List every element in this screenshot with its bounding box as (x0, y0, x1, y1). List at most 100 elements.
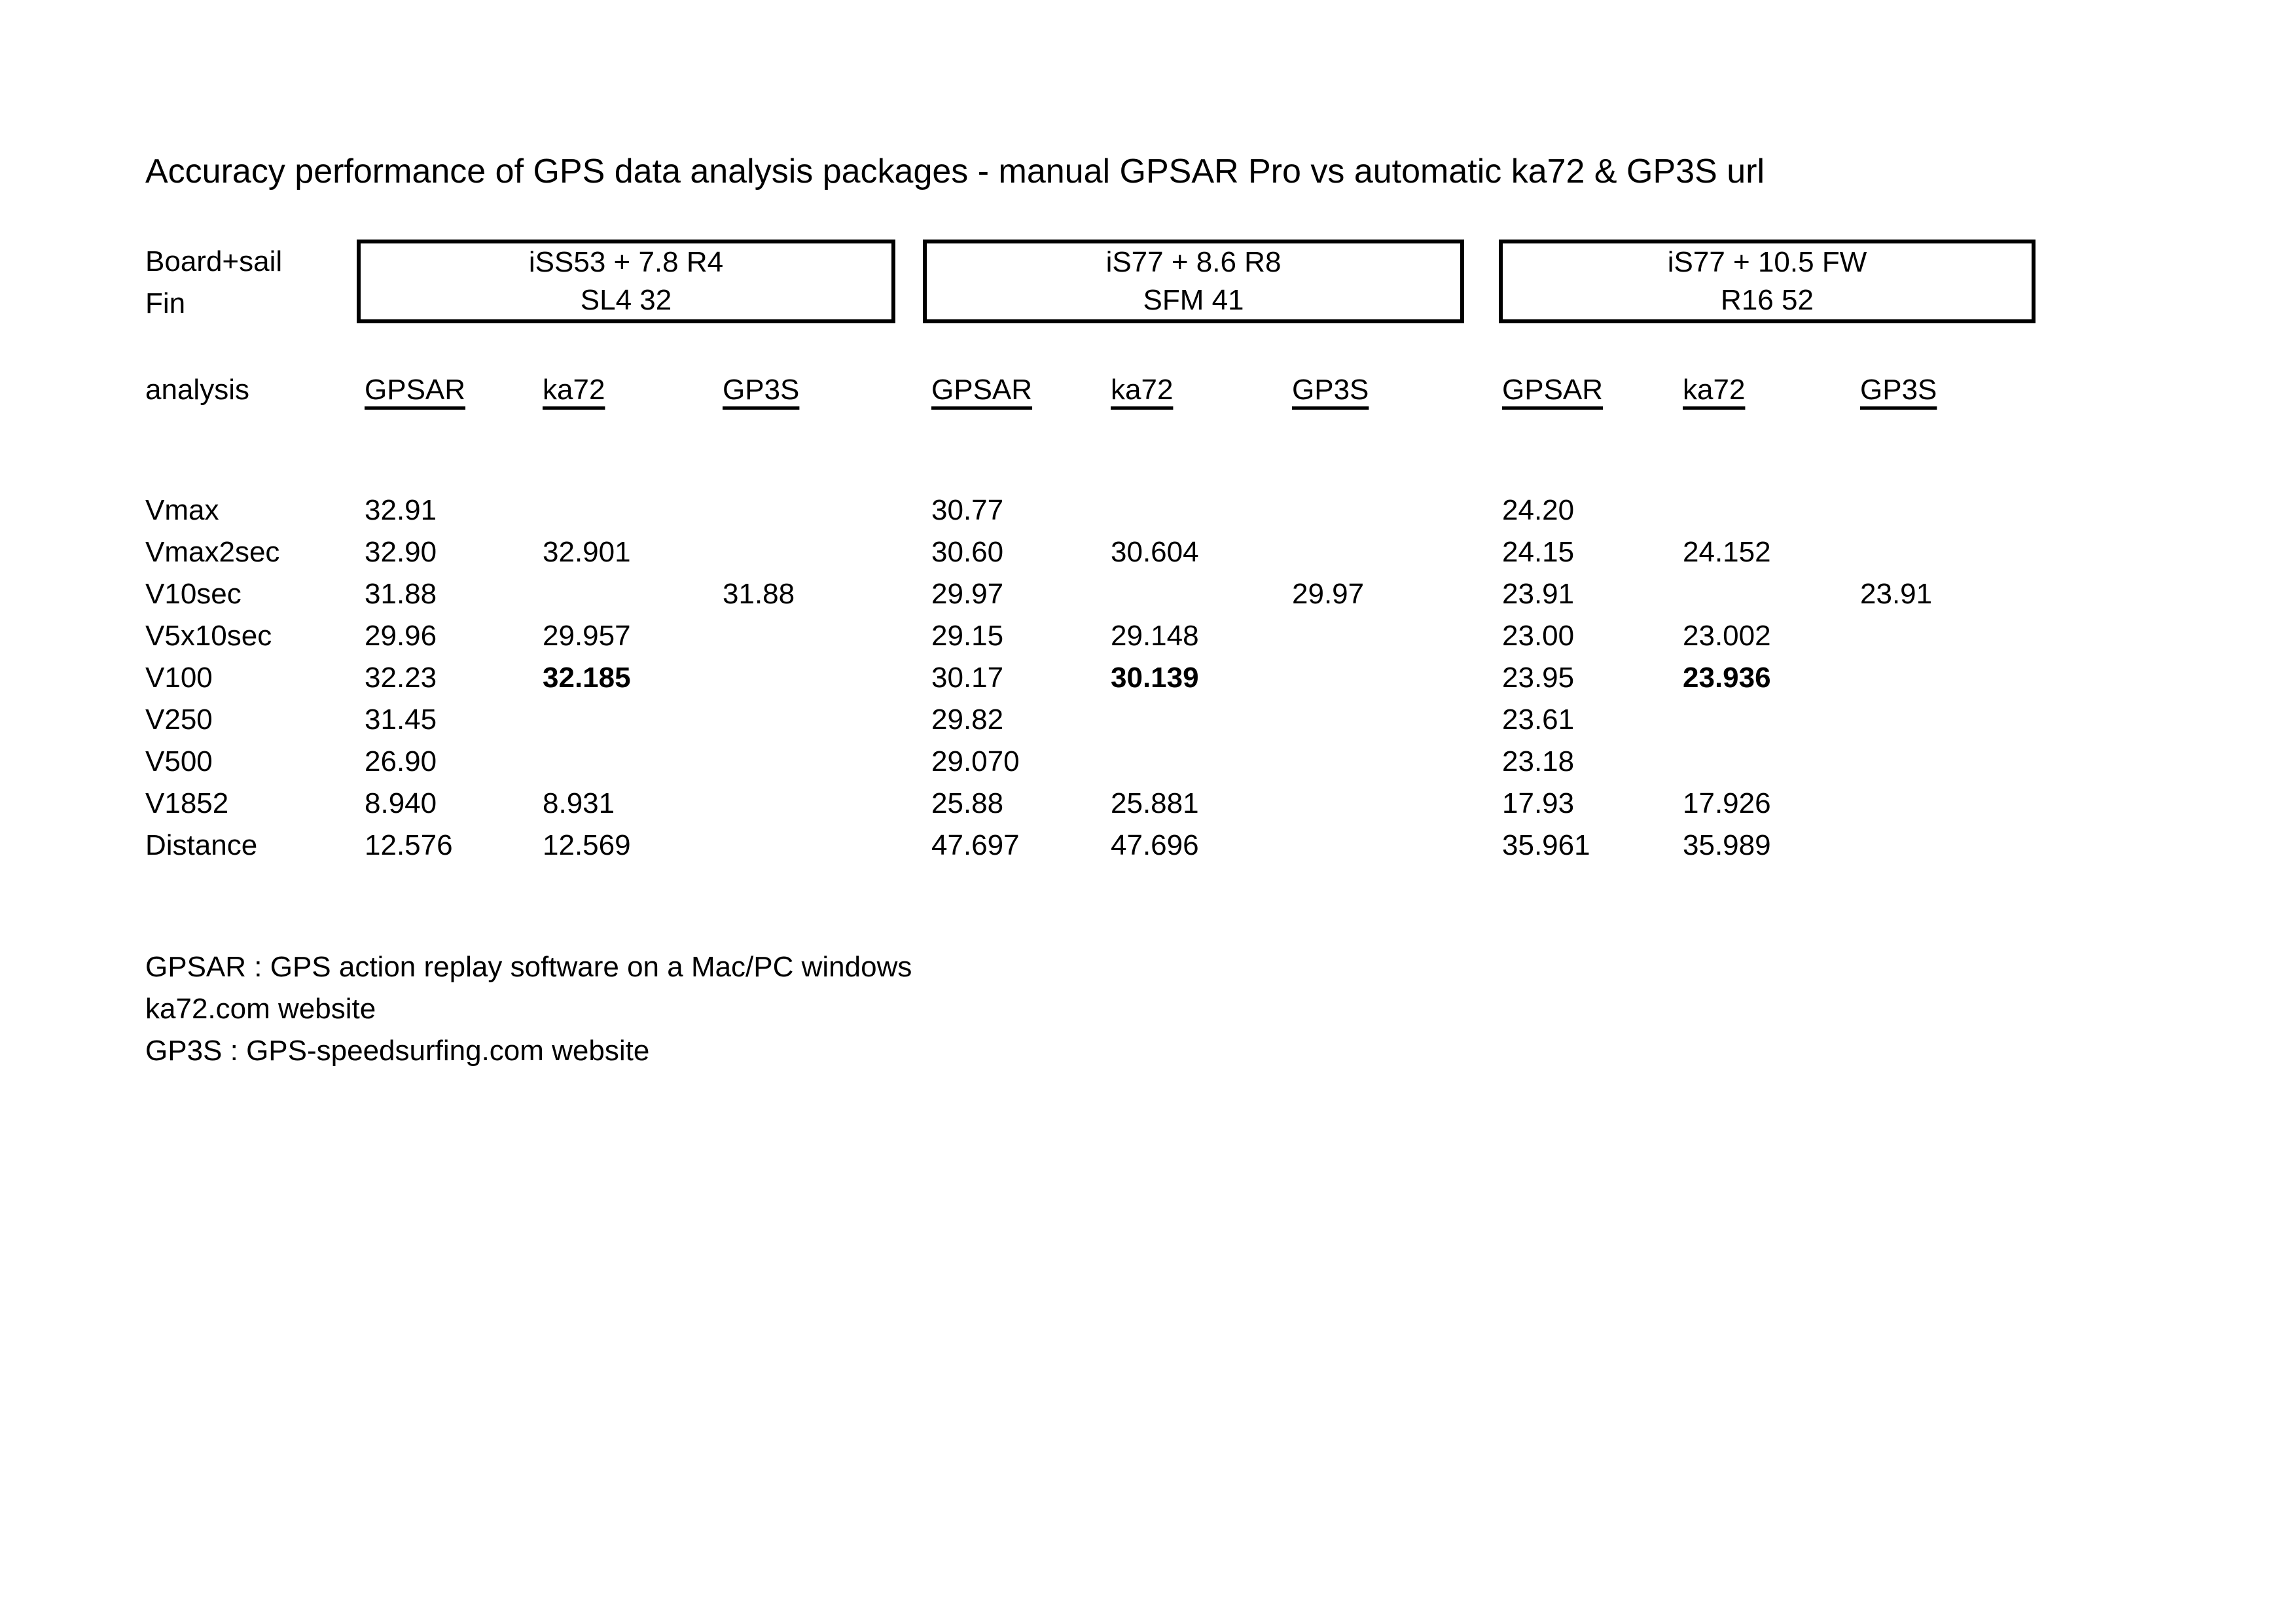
value-cell: 12.576 (365, 829, 453, 861)
table-row: Vmax2sec 32.90 32.901 30.60 30.604 24.15 24.15… (145, 531, 2030, 573)
value-cell (1292, 657, 1502, 699)
value-cell: 12.569 (543, 829, 631, 861)
value-cell: 24.152 (1683, 536, 1771, 568)
value-cell: 31.88 (365, 578, 437, 610)
value-cell: 23.002 (1683, 620, 1771, 652)
value-cell: 23.00 (1502, 620, 1575, 652)
value-cell: 30.139 (1111, 662, 1199, 694)
value-cell (1860, 657, 2030, 699)
value-cell (543, 741, 723, 783)
value-cell (1292, 741, 1502, 783)
value-cell (723, 741, 931, 783)
value-cell (723, 531, 931, 573)
value-cell (1860, 699, 2030, 741)
row-label: V100 (145, 662, 213, 694)
value-cell: 17.93 (1502, 787, 1575, 819)
footnote-gp3s: GP3S : GPS-speedsurfing.com website (145, 1035, 650, 1067)
rig-box-2: iS77 + 8.6 R8 SFM 41 (923, 240, 1464, 323)
rig-2-fin: SFM 41 (1143, 284, 1244, 316)
value-cell: 47.696 (1111, 829, 1199, 861)
value-cell (1683, 573, 1860, 615)
value-cell: 29.148 (1111, 620, 1199, 652)
rig-3-fin: R16 52 (1721, 284, 1814, 316)
table-row: V250 31.45 29.82 23.61 (145, 699, 2030, 741)
table-row: V500 26.90 29.070 23.18 (145, 741, 2030, 783)
value-cell: 24.15 (1502, 536, 1575, 568)
value-cell (723, 783, 931, 825)
value-cell: 31.88 (723, 578, 795, 610)
value-cell (1860, 825, 2030, 866)
value-cell: 31.45 (365, 704, 437, 736)
value-cell: 23.95 (1502, 662, 1575, 694)
value-cell (1860, 741, 2030, 783)
value-cell: 25.881 (1111, 787, 1199, 819)
row-label: Vmax2sec (145, 536, 280, 568)
value-cell: 32.185 (543, 662, 631, 694)
value-cell: 23.91 (1502, 578, 1575, 610)
value-cell (723, 615, 931, 657)
value-cell (723, 825, 931, 866)
table-row: V10sec 31.88 31.88 29.97 29.97 23.91 23.91 (145, 573, 2030, 615)
table-row: V1852 8.940 8.931 25.88 25.881 17.93 17.926 (145, 783, 2030, 825)
value-cell (1292, 615, 1502, 657)
analysis-header: analysis (145, 374, 249, 406)
row-label: V10sec (145, 578, 242, 610)
rig-labels: Board+sail Fin (145, 241, 282, 325)
rig-box-1: iSS53 + 7.8 R4 SL4 32 (357, 240, 895, 323)
value-cell: 47.697 (931, 829, 1020, 861)
value-cell: 24.20 (1502, 494, 1575, 526)
value-cell: 23.18 (1502, 745, 1575, 777)
rig-1-board-sail: iSS53 + 7.8 R4 (528, 246, 724, 278)
row-label: V5x10sec (145, 620, 272, 652)
value-cell (723, 657, 931, 699)
row-label: V250 (145, 704, 213, 736)
value-cell (1111, 699, 1292, 741)
col-header-gp3s-3: GP3S (1860, 374, 1937, 406)
results-table: analysis GPSAR ka72 GP3S GPSAR ka72 GP3S… (145, 370, 2030, 866)
row-label: Distance (145, 829, 258, 861)
data-rows: Vmax 32.91 30.77 24.20 Vmax2sec 32.90 32.901 30… (145, 490, 2030, 866)
value-cell (1292, 699, 1502, 741)
value-cell (723, 490, 931, 531)
value-cell: 8.940 (365, 787, 437, 819)
value-cell: 35.961 (1502, 829, 1590, 861)
value-cell: 23.61 (1502, 704, 1575, 736)
value-cell (543, 573, 723, 615)
value-cell: 26.90 (365, 745, 437, 777)
value-cell (723, 699, 931, 741)
value-cell: 30.77 (931, 494, 1004, 526)
value-cell (1683, 699, 1860, 741)
value-cell (1860, 531, 2030, 573)
value-cell: 35.989 (1683, 829, 1771, 861)
value-cell (1111, 741, 1292, 783)
value-cell: 32.901 (543, 536, 631, 568)
footnote-ka72: ka72.com website (145, 993, 376, 1025)
board-sail-label: Board+sail (145, 245, 283, 277)
table-row: V5x10sec 29.96 29.957 29.15 29.148 23.00 23.00… (145, 615, 2030, 657)
value-cell (543, 490, 723, 531)
value-cell: 17.926 (1683, 787, 1771, 819)
table-row: V100 32.23 32.185 30.17 30.139 23.95 23.936 (145, 657, 2030, 699)
value-cell (1292, 531, 1502, 573)
value-cell (1292, 783, 1502, 825)
page-title: Accuracy performance of GPS data analysi… (145, 152, 1765, 190)
col-header-gpsar-3: GPSAR (1502, 374, 1604, 406)
value-cell: 32.23 (365, 662, 437, 694)
value-cell: 29.82 (931, 704, 1004, 736)
value-cell (1111, 490, 1292, 531)
value-cell (543, 699, 723, 741)
rig-box-3: iS77 + 10.5 FW R16 52 (1499, 240, 2036, 323)
value-cell (1683, 490, 1860, 531)
value-cell: 29.96 (365, 620, 437, 652)
rig-1-fin: SL4 32 (580, 284, 672, 316)
value-cell: 30.60 (931, 536, 1004, 568)
rig-2-board-sail: iS77 + 8.6 R8 (1105, 246, 1282, 278)
value-cell: 29.957 (543, 620, 631, 652)
rig-3-board-sail: iS77 + 10.5 FW (1667, 246, 1867, 278)
value-cell: 30.604 (1111, 536, 1199, 568)
value-cell: 23.936 (1683, 662, 1771, 694)
value-cell: 23.91 (1860, 578, 1933, 610)
value-cell: 29.97 (931, 578, 1004, 610)
value-cell (1292, 825, 1502, 866)
